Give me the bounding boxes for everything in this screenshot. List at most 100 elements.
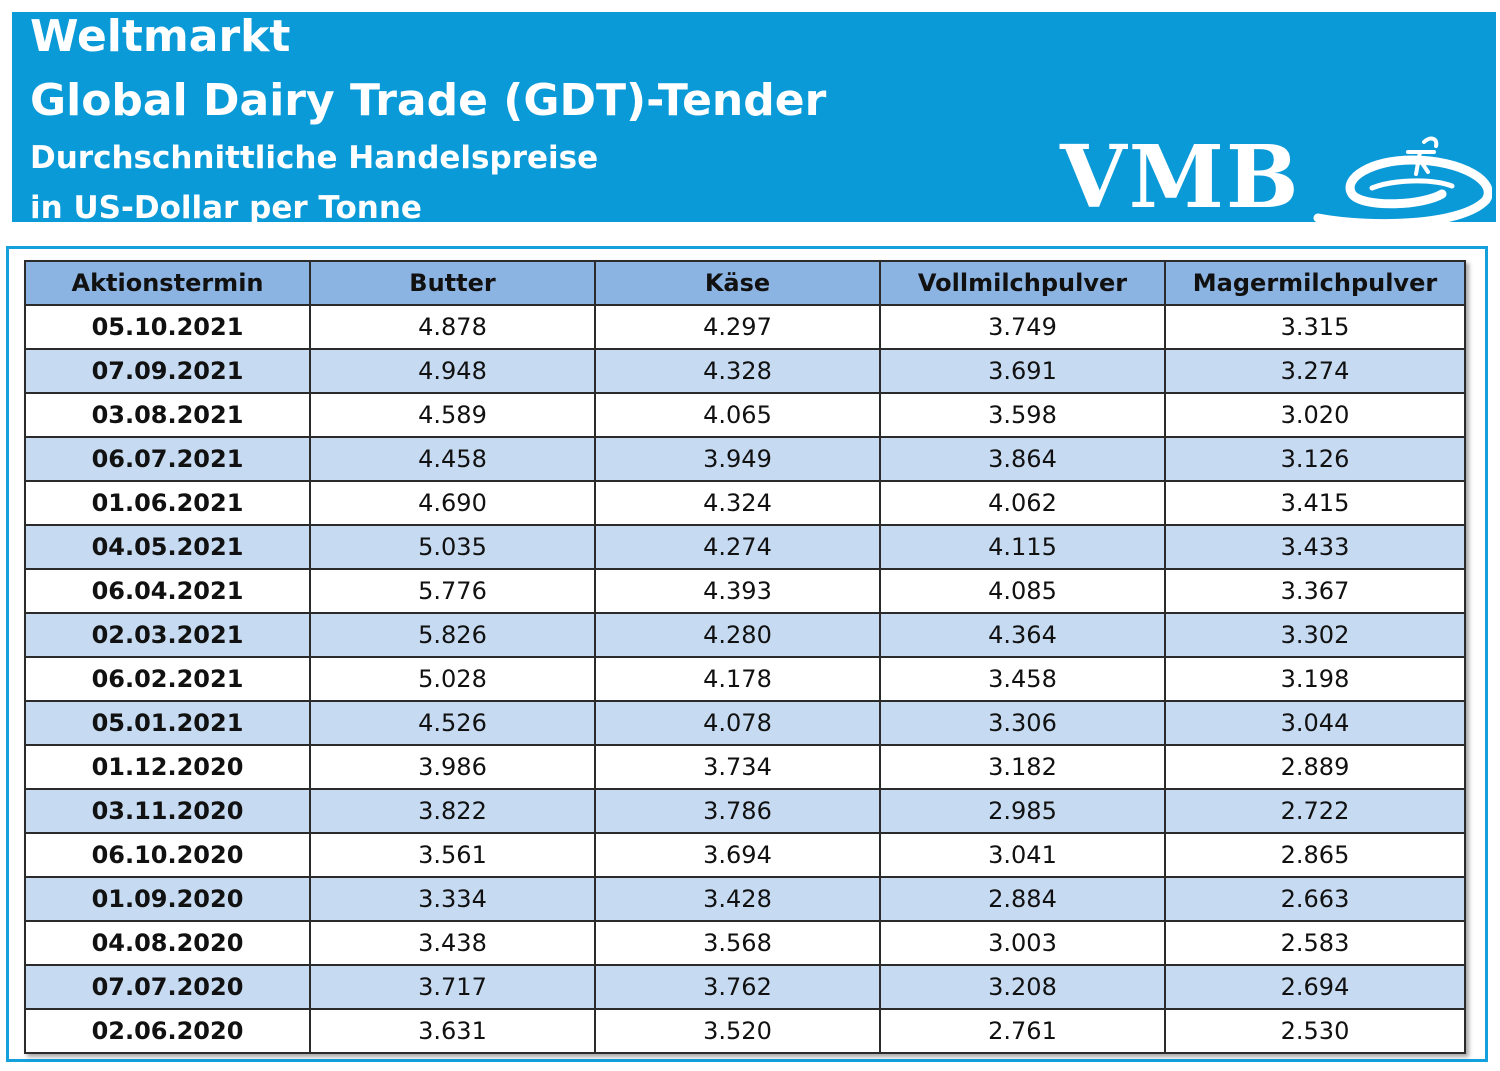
butter-cell: 5.035 bbox=[309, 524, 596, 570]
whole-milk-powder-cell: 4.062 bbox=[879, 480, 1166, 526]
butter-cell: 5.028 bbox=[309, 656, 596, 702]
table-row: 07.07.2020 3.717 3.762 3.208 2.694 bbox=[24, 964, 1466, 1010]
column-header-whole-milk-powder: Vollmilchpulver bbox=[879, 260, 1166, 306]
description-line-1: Durchschnittliche Handelspreise bbox=[30, 140, 599, 176]
cheese-cell: 3.949 bbox=[594, 436, 881, 482]
date-cell: 06.07.2021 bbox=[24, 436, 311, 482]
date-cell: 07.09.2021 bbox=[24, 348, 311, 394]
date-cell: 04.05.2021 bbox=[24, 524, 311, 570]
column-header-skim-milk-powder: Magermilchpulver bbox=[1164, 260, 1466, 306]
skim-milk-powder-cell: 2.694 bbox=[1164, 964, 1466, 1010]
whole-milk-powder-cell: 3.041 bbox=[879, 832, 1166, 878]
butter-cell: 5.776 bbox=[309, 568, 596, 614]
vmb-logo: VMB bbox=[1060, 127, 1492, 228]
skim-milk-powder-cell: 3.415 bbox=[1164, 480, 1466, 526]
butter-cell: 3.631 bbox=[309, 1008, 596, 1054]
skim-milk-powder-cell: 3.274 bbox=[1164, 348, 1466, 394]
table-row: 06.07.2021 4.458 3.949 3.864 3.126 bbox=[24, 436, 1466, 482]
skim-milk-powder-cell: 2.663 bbox=[1164, 876, 1466, 922]
cheese-cell: 3.520 bbox=[594, 1008, 881, 1054]
skim-milk-powder-cell: 3.433 bbox=[1164, 524, 1466, 570]
skim-milk-powder-cell: 3.315 bbox=[1164, 304, 1466, 350]
date-cell: 01.12.2020 bbox=[24, 744, 311, 790]
skim-milk-powder-cell: 2.722 bbox=[1164, 788, 1466, 834]
table-header-row: Aktionstermin Butter Käse Vollmilchpulve… bbox=[24, 260, 1466, 306]
date-cell: 06.02.2021 bbox=[24, 656, 311, 702]
whole-milk-powder-cell: 2.884 bbox=[879, 876, 1166, 922]
whole-milk-powder-cell: 2.761 bbox=[879, 1008, 1166, 1054]
table-row: 06.02.2021 5.028 4.178 3.458 3.198 bbox=[24, 656, 1466, 702]
whole-milk-powder-cell: 4.115 bbox=[879, 524, 1166, 570]
date-cell: 03.11.2020 bbox=[24, 788, 311, 834]
column-header-butter: Butter bbox=[309, 260, 596, 306]
whole-milk-powder-cell: 3.598 bbox=[879, 392, 1166, 438]
skim-milk-powder-cell: 2.583 bbox=[1164, 920, 1466, 966]
cheese-cell: 3.734 bbox=[594, 744, 881, 790]
table-row: 03.11.2020 3.822 3.786 2.985 2.722 bbox=[24, 788, 1466, 834]
page-title: Weltmarkt bbox=[30, 11, 291, 62]
table-row: 02.03.2021 5.826 4.280 4.364 3.302 bbox=[24, 612, 1466, 658]
date-cell: 04.08.2020 bbox=[24, 920, 311, 966]
table-row: 06.04.2021 5.776 4.393 4.085 3.367 bbox=[24, 568, 1466, 614]
skim-milk-powder-cell: 3.020 bbox=[1164, 392, 1466, 438]
column-header-date: Aktionstermin bbox=[24, 260, 311, 306]
whole-milk-powder-cell: 3.306 bbox=[879, 700, 1166, 746]
whole-milk-powder-cell: 3.691 bbox=[879, 348, 1166, 394]
cheese-cell: 4.274 bbox=[594, 524, 881, 570]
cheese-cell: 4.280 bbox=[594, 612, 881, 658]
cheese-cell: 4.297 bbox=[594, 304, 881, 350]
table-row: 07.09.2021 4.948 4.328 3.691 3.274 bbox=[24, 348, 1466, 394]
table-row: 05.01.2021 4.526 4.078 3.306 3.044 bbox=[24, 700, 1466, 746]
butter-cell: 3.986 bbox=[309, 744, 596, 790]
butter-cell: 4.878 bbox=[309, 304, 596, 350]
cheese-cell: 4.065 bbox=[594, 392, 881, 438]
cow-swirl-icon bbox=[1313, 136, 1492, 226]
cheese-cell: 3.428 bbox=[594, 876, 881, 922]
whole-milk-powder-cell: 2.985 bbox=[879, 788, 1166, 834]
table-row: 01.06.2021 4.690 4.324 4.062 3.415 bbox=[24, 480, 1466, 526]
skim-milk-powder-cell: 2.530 bbox=[1164, 1008, 1466, 1054]
table-row: 06.10.2020 3.561 3.694 3.041 2.865 bbox=[24, 832, 1466, 878]
whole-milk-powder-cell: 3.864 bbox=[879, 436, 1166, 482]
butter-cell: 4.458 bbox=[309, 436, 596, 482]
whole-milk-powder-cell: 3.208 bbox=[879, 964, 1166, 1010]
cheese-cell: 4.328 bbox=[594, 348, 881, 394]
skim-milk-powder-cell: 2.865 bbox=[1164, 832, 1466, 878]
cheese-cell: 4.178 bbox=[594, 656, 881, 702]
table-row: 01.09.2020 3.334 3.428 2.884 2.663 bbox=[24, 876, 1466, 922]
whole-milk-powder-cell: 3.458 bbox=[879, 656, 1166, 702]
whole-milk-powder-cell: 4.085 bbox=[879, 568, 1166, 614]
header-banner: Weltmarkt Global Dairy Trade (GDT)-Tende… bbox=[12, 11, 1496, 226]
skim-milk-powder-cell: 3.367 bbox=[1164, 568, 1466, 614]
cheese-cell: 4.393 bbox=[594, 568, 881, 614]
skim-milk-powder-cell: 3.044 bbox=[1164, 700, 1466, 746]
column-header-cheese: Käse bbox=[594, 260, 881, 306]
butter-cell: 3.438 bbox=[309, 920, 596, 966]
cheese-cell: 3.786 bbox=[594, 788, 881, 834]
price-table: Aktionstermin Butter Käse Vollmilchpulve… bbox=[24, 260, 1466, 1054]
skim-milk-powder-cell: 3.302 bbox=[1164, 612, 1466, 658]
butter-cell: 5.826 bbox=[309, 612, 596, 658]
table-row: 05.10.2021 4.878 4.297 3.749 3.315 bbox=[24, 304, 1466, 350]
cheese-cell: 3.568 bbox=[594, 920, 881, 966]
description-line-2: in US-Dollar per Tonne bbox=[30, 190, 422, 226]
cheese-cell: 4.324 bbox=[594, 480, 881, 526]
skim-milk-powder-cell: 2.889 bbox=[1164, 744, 1466, 790]
whole-milk-powder-cell: 4.364 bbox=[879, 612, 1166, 658]
date-cell: 03.08.2021 bbox=[24, 392, 311, 438]
date-cell: 05.01.2021 bbox=[24, 700, 311, 746]
butter-cell: 3.561 bbox=[309, 832, 596, 878]
date-cell: 06.04.2021 bbox=[24, 568, 311, 614]
logo-wordmark: VMB bbox=[1060, 127, 1301, 228]
cheese-cell: 4.078 bbox=[594, 700, 881, 746]
skim-milk-powder-cell: 3.198 bbox=[1164, 656, 1466, 702]
butter-cell: 3.717 bbox=[309, 964, 596, 1010]
butter-cell: 3.822 bbox=[309, 788, 596, 834]
date-cell: 07.07.2020 bbox=[24, 964, 311, 1010]
whole-milk-powder-cell: 3.003 bbox=[879, 920, 1166, 966]
butter-cell: 4.690 bbox=[309, 480, 596, 526]
date-cell: 06.10.2020 bbox=[24, 832, 311, 878]
butter-cell: 3.334 bbox=[309, 876, 596, 922]
cheese-cell: 3.762 bbox=[594, 964, 881, 1010]
date-cell: 05.10.2021 bbox=[24, 304, 311, 350]
